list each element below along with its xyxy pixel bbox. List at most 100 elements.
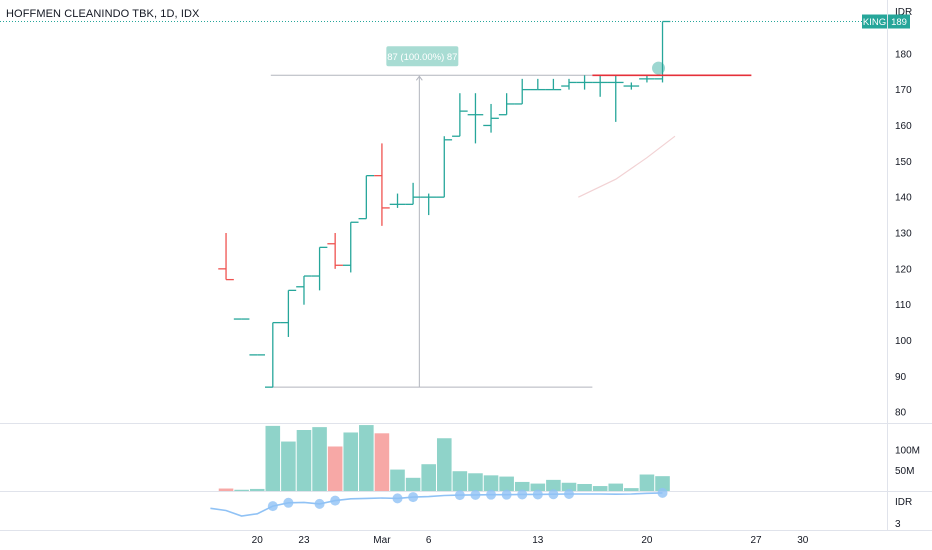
ohlc-bar-18 — [498, 93, 515, 116]
ohlc-bar-12 — [405, 182, 421, 205]
volume-bar-23 — [577, 483, 592, 491]
ohlc-bar-27 — [639, 75, 655, 83]
ohlc-bar-26 — [623, 82, 640, 90]
price-axis-tick-120: 120 — [895, 264, 912, 275]
volume-bar-2 — [249, 488, 265, 491]
ohlc-bar-16 — [467, 93, 484, 144]
indicator-marker-20 — [532, 489, 543, 500]
faint-curve — [578, 135, 676, 198]
measure-label: 87 (100.00%) 87 — [387, 52, 457, 63]
ohlc-bar-23 — [576, 75, 593, 90]
ohlc-bar-14 — [436, 136, 453, 198]
indicator-line — [210, 492, 663, 517]
indicator-marker-19 — [517, 489, 528, 500]
ohlc-bar-15 — [452, 93, 468, 137]
volume-bar-24 — [592, 486, 608, 491]
volume-bar-26 — [624, 488, 639, 491]
ohlc-bar-10 — [374, 143, 390, 226]
ticker-badge-label: KING — [863, 17, 886, 28]
last-price-badge — [888, 14, 910, 29]
price-axis-tick-180: 180 — [895, 49, 912, 60]
indicator-marker-7 — [330, 495, 341, 506]
indicator-marker-17 — [486, 489, 497, 500]
volume-bar-25 — [608, 483, 624, 491]
indicator-marker-18 — [501, 489, 512, 500]
ohlc-bar-4 — [280, 289, 297, 337]
ohlc-bar-28 — [654, 20, 671, 83]
volume-bar-4 — [281, 441, 296, 491]
price-axis-tick-160: 160 — [895, 121, 912, 132]
volume-bar-5 — [296, 430, 312, 491]
ohlc-bar-24 — [592, 75, 608, 97]
price-axis-tick-100: 100 — [895, 336, 912, 347]
indicator-marker-28 — [657, 487, 668, 498]
measure-label-box — [386, 46, 459, 67]
indicator-axis-currency: IDR — [895, 497, 912, 508]
ohlc-bar-21 — [545, 78, 562, 91]
time-axis-tick-Mar: Mar — [373, 535, 391, 546]
volume-bar-15 — [452, 471, 468, 491]
time-axis-tick-20: 20 — [641, 535, 653, 546]
price-axis-tick-150: 150 — [895, 157, 912, 168]
price-axis-tick-110: 110 — [895, 300, 911, 311]
last-price-value: 189 — [891, 17, 907, 28]
ohlc-bar-22 — [561, 78, 577, 90]
ohlc-bar-13 — [420, 193, 437, 216]
ohlc-bar-9 — [358, 175, 375, 220]
ohlc-bar-3 — [265, 321, 281, 388]
indicator-axis-tick: 3 — [895, 519, 901, 530]
ohlc-bar-7 — [327, 233, 343, 269]
ohlc-bar-11 — [389, 193, 406, 208]
price-axis-tick-130: 130 — [895, 229, 912, 240]
volume-bar-7 — [327, 446, 343, 491]
alert-marker — [652, 61, 666, 75]
indicator-marker-6 — [314, 498, 325, 509]
time-axis-tick-27: 27 — [750, 535, 762, 546]
ohlc-bar-8 — [342, 221, 359, 273]
chart-title: HOFFMEN CLEANINDO TBK, 1D, IDX — [6, 8, 200, 20]
volume-bar-21 — [546, 479, 561, 491]
time-axis-tick-30: 30 — [797, 535, 809, 546]
volume-bar-6 — [312, 427, 327, 491]
indicator-marker-4 — [283, 497, 294, 508]
time-axis-tick-6: 6 — [426, 535, 432, 546]
time-axis-tick-13: 13 — [532, 535, 544, 546]
volume-bar-3 — [265, 425, 281, 491]
indicator-marker-3 — [267, 501, 278, 512]
price-axis-tick-90: 90 — [895, 372, 907, 383]
volume-bar-22 — [561, 482, 577, 491]
ohlc-bar-0 — [218, 233, 234, 281]
volume-bar-17 — [483, 475, 499, 491]
price-axis-currency: IDR — [895, 7, 912, 18]
volume-bar-12 — [405, 477, 421, 491]
indicator-marker-11 — [392, 493, 403, 504]
ohlc-bar-25 — [607, 75, 624, 122]
volume-bar-11 — [390, 469, 405, 491]
ohlc-bar-6 — [311, 246, 328, 291]
ticker-badge — [862, 14, 887, 29]
volume-bar-8 — [343, 432, 359, 491]
volume-bar-28 — [655, 476, 670, 491]
volume-bar-27 — [639, 474, 655, 491]
volume-bar-18 — [499, 476, 514, 491]
indicator-marker-21 — [548, 489, 559, 500]
ohlc-bar-19 — [514, 78, 531, 105]
volume-bar-13 — [421, 464, 436, 491]
indicator-marker-15 — [454, 490, 465, 501]
volume-axis-tick-50M: 50M — [895, 466, 914, 477]
price-axis-tick-140: 140 — [895, 193, 912, 204]
volume-bar-20 — [530, 483, 546, 491]
indicator-marker-22 — [563, 489, 574, 499]
volume-axis-tick-100M: 100M — [895, 445, 920, 456]
volume-bar-9 — [359, 425, 374, 491]
volume-bar-16 — [468, 473, 483, 491]
ohlc-bar-20 — [530, 78, 546, 91]
volume-bar-1 — [234, 489, 249, 491]
time-axis-tick-20: 20 — [252, 535, 264, 546]
volume-bar-0 — [218, 488, 234, 491]
time-axis-tick-23: 23 — [298, 535, 310, 546]
volume-bar-19 — [514, 481, 530, 491]
ohlc-bar-17 — [483, 103, 499, 133]
price-axis-tick-80: 80 — [895, 408, 907, 419]
